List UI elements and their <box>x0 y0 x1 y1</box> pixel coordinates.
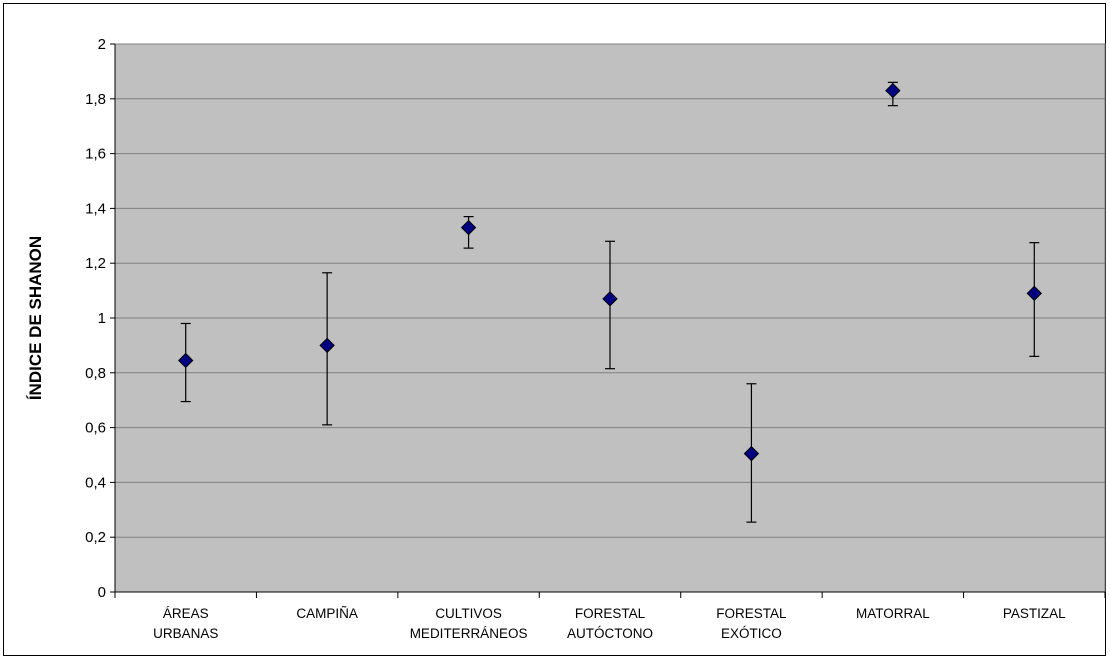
x-tick-label-4-0: FORESTAL <box>716 606 787 621</box>
y-tick-label-4: 0,8 <box>85 365 106 382</box>
data-point-6 <box>1026 285 1042 302</box>
y-tick-label-10: 2 <box>98 36 106 53</box>
y-tick-label-2: 0,4 <box>85 474 106 491</box>
x-tick-label-2-0: CULTIVOS <box>435 606 502 621</box>
x-tick-label-3-0: FORESTAL <box>575 606 646 621</box>
y-tick-label-9: 1,8 <box>85 91 106 108</box>
x-tick-label-4-1: EXÓTICO <box>721 626 782 641</box>
y-tick-label-1: 0,2 <box>85 529 106 546</box>
x-tick-label-3-1: AUTÓCTONO <box>567 626 653 641</box>
data-point-0 <box>178 352 194 369</box>
data-point-4 <box>743 445 760 462</box>
x-tick-label-0-1: URBANAS <box>153 626 218 641</box>
data-point-3 <box>602 291 618 307</box>
x-tick-label-5-0: MATORRAL <box>856 606 930 621</box>
y-tick-label-6: 1,2 <box>85 255 106 272</box>
data-point-5 <box>885 82 901 99</box>
x-tick-label-2-1: MEDITERRÁNEOS <box>410 626 528 641</box>
x-tick-label-0-0: ÁREAS <box>163 606 209 621</box>
x-tick-label-6-0: PASTIZAL <box>1003 606 1066 621</box>
data-point-2 <box>460 219 477 236</box>
x-axis: ÁREAS URBANAS CAMPIÑA CULTIVOS MEDITERRÁNEOS… <box>114 591 1106 641</box>
y-tick-label-3: 0,6 <box>85 420 106 437</box>
y-tick-label-8: 1,6 <box>85 146 106 163</box>
data-markers <box>178 82 1042 462</box>
y-tick-label-0: 0 <box>98 584 106 601</box>
y-axis: 0 0,2 0,4 0,6 0,8 1 1,2 1,4 1,6 1,8 2 <box>85 36 116 601</box>
x-tick-label-1-0: CAMPIÑA <box>296 606 358 621</box>
gridlines <box>115 43 1105 538</box>
y-tick-label-7: 1,4 <box>85 200 106 217</box>
y-tick-label-5: 1 <box>98 310 106 327</box>
y-axis-title: ÍNDICE DE SHANON <box>26 236 45 400</box>
data-point-1 <box>319 337 335 354</box>
